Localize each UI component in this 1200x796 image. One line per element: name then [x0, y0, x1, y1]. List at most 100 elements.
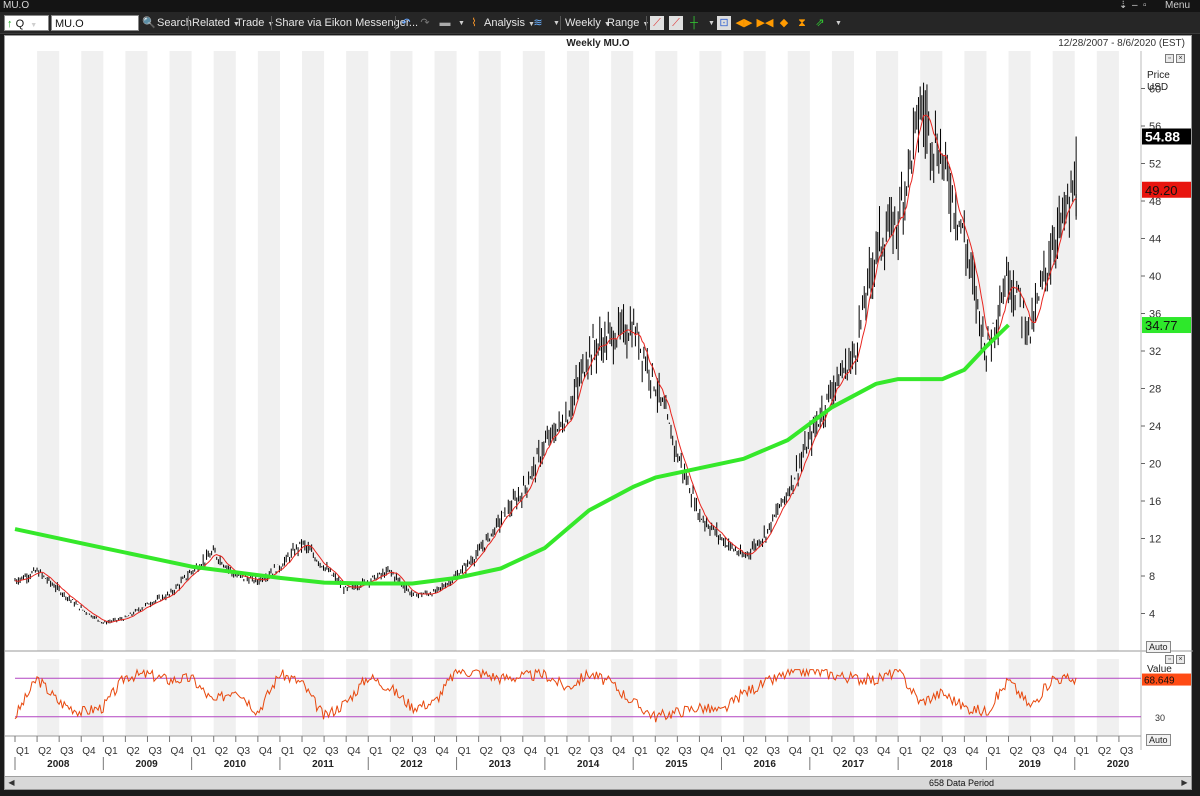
range-menu[interactable]: Range▼ — [607, 15, 649, 31]
chevron-down-icon[interactable]: ▼ — [553, 20, 560, 27]
zoom-box-icon[interactable]: ⊡ — [717, 16, 731, 30]
year-label: 2008 — [47, 759, 70, 770]
year-label: 2012 — [400, 759, 423, 770]
price-axis-title: Price — [1147, 70, 1170, 81]
chart-canvas[interactable]: 4812162024283236404448525660PriceUSD34.7… — [5, 36, 1193, 778]
analysis-menu[interactable]: Analysis ▼ — [484, 15, 535, 31]
quarter-label: Q1 — [1076, 746, 1090, 757]
quarter-band — [743, 51, 766, 651]
quarter-label: Q1 — [16, 746, 30, 757]
crosshair-icon[interactable]: ┼ — [690, 17, 698, 29]
price-tick-label: 60 — [1149, 84, 1161, 96]
ma-long-last-label-bg — [1142, 317, 1191, 334]
quarter-label: Q4 — [171, 746, 185, 757]
quarter-label: Q1 — [369, 746, 383, 757]
quote-label: Q — [15, 18, 25, 30]
chevron-down-icon: ▼ — [603, 21, 611, 28]
quarter-label: Q4 — [82, 746, 96, 757]
quarter-label: Q4 — [965, 746, 979, 757]
osc-pane-restore-button[interactable]: ▫ — [1165, 655, 1174, 664]
ma-short-last-label: 49.20 — [1145, 183, 1178, 198]
quarter-label: Q4 — [612, 746, 626, 757]
chevron-down-icon[interactable]: ▼ — [708, 20, 715, 27]
price-tick-label: 24 — [1149, 421, 1161, 433]
quarter-label: Q4 — [524, 746, 538, 757]
year-label: 2020 — [1107, 759, 1130, 770]
chevron-down-icon: ▼ — [267, 21, 274, 28]
osc-last-value-bg — [1142, 673, 1191, 686]
chevron-down-icon[interactable]: ▼ — [458, 20, 465, 27]
quarter-band — [1096, 51, 1119, 651]
quarter-band — [302, 51, 325, 651]
line-chart-icon[interactable]: ⟋ — [650, 16, 664, 30]
date-range: 12/28/2007 - 8/6/2020 (EST) — [1058, 38, 1185, 49]
price-tick-label: 48 — [1149, 196, 1161, 208]
year-label: 2015 — [665, 759, 688, 770]
scroll-left-right-icon[interactable]: ◀▶ — [735, 17, 753, 29]
share-button[interactable]: Share via Eikon Messenger... — [275, 17, 419, 29]
expand-horizontal-icon[interactable]: ▶◀ — [756, 17, 774, 29]
quarter-band — [655, 51, 678, 651]
price-tick-label: 32 — [1149, 346, 1161, 358]
osc-auto-scale-button[interactable]: Auto — [1146, 734, 1171, 746]
menu-button[interactable]: Menu — [1164, 0, 1190, 11]
quarter-band — [787, 51, 810, 651]
quarter-label: Q2 — [921, 746, 935, 757]
quarter-band — [37, 51, 60, 651]
chart-title: Weekly MU.O — [566, 38, 630, 49]
export-icon[interactable]: ⇗ — [815, 17, 825, 29]
scroll-up-down-icon[interactable]: ◆ — [779, 17, 789, 29]
scroll-left-icon[interactable]: ◀ — [8, 778, 15, 787]
search-icon[interactable]: 🔍 — [142, 17, 156, 29]
quarter-band — [478, 51, 501, 651]
quarter-label: Q4 — [700, 746, 714, 757]
osc-pane-close-button[interactable]: × — [1176, 655, 1185, 664]
osc-band-label: 30 — [1155, 713, 1165, 723]
search-button[interactable]: Search — [157, 17, 192, 29]
year-label: 2018 — [930, 759, 953, 770]
chevron-down-icon: ▼ — [527, 21, 535, 28]
oscillator-line — [14, 667, 1077, 723]
range-label: Range — [607, 17, 640, 29]
quarter-label: Q3 — [678, 746, 692, 757]
quarter-label: Q1 — [723, 746, 737, 757]
scroll-right-icon[interactable]: ▶ — [1181, 778, 1188, 787]
divider — [395, 16, 396, 30]
price-tick-label: 40 — [1149, 271, 1161, 283]
year-label: 2009 — [135, 759, 158, 770]
undo-icon[interactable]: ↶ — [401, 17, 411, 29]
pane-close-button[interactable]: × — [1176, 54, 1185, 63]
trade-menu[interactable]: Trade▼ — [236, 15, 274, 31]
year-label: 2019 — [1019, 759, 1042, 770]
auto-scale-button[interactable]: Auto — [1146, 641, 1171, 653]
quarter-band — [1096, 659, 1119, 736]
price-tick-label: 20 — [1149, 459, 1161, 471]
quarter-band — [964, 659, 987, 736]
folder-icon[interactable]: ▬ — [439, 17, 451, 29]
chevron-down-icon[interactable]: ▼ — [835, 20, 842, 27]
chart-window: Weekly MU.O 12/28/2007 - 8/6/2020 (EST) … — [4, 35, 1193, 790]
analysis-icon[interactable]: ⌇ — [471, 17, 477, 29]
horizontal-scrollbar[interactable]: ◀ 658 Data Period ▶ — [5, 776, 1191, 789]
quarter-label: Q3 — [855, 746, 869, 757]
interval-menu[interactable]: Weekly ▼ — [565, 15, 611, 31]
ric-input[interactable]: MU.O — [51, 15, 139, 31]
quote-dropdown[interactable]: ↑ Q ▼ — [4, 15, 49, 31]
restore-button[interactable]: ▫ — [1143, 0, 1147, 11]
quarter-label: Q1 — [104, 746, 118, 757]
quarter-band — [1052, 51, 1075, 651]
pane-restore-button[interactable]: ▫ — [1165, 54, 1174, 63]
quarter-label: Q2 — [833, 746, 847, 757]
quarter-label: Q3 — [1120, 746, 1134, 757]
year-label: 2013 — [489, 759, 512, 770]
price-tick-label: 12 — [1149, 534, 1161, 546]
quarter-label: Q2 — [1098, 746, 1112, 757]
window-icon-1[interactable]: ⇣ — [1119, 0, 1128, 11]
wave-icon[interactable]: ≋ — [533, 17, 543, 29]
compare-chart-icon[interactable]: ⟋ — [669, 16, 683, 30]
expand-vertical-icon[interactable]: ⧗ — [798, 17, 806, 29]
minimize-button[interactable]: – — [1132, 0, 1138, 11]
related-menu[interactable]: Related ▼ — [192, 15, 240, 31]
redo-icon[interactable]: ↷ — [420, 17, 430, 29]
quarter-band — [655, 659, 678, 736]
